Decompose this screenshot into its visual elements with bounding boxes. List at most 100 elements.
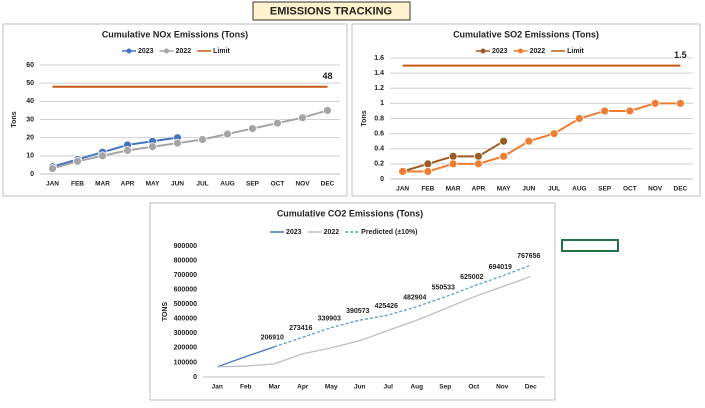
selected-cell[interactable]: [561, 239, 619, 252]
x-tick-label: DEC: [321, 181, 335, 188]
x-tick-label: MAR: [95, 181, 110, 188]
data-label: 339903: [318, 315, 341, 322]
y-tick-label: 0.4: [374, 146, 384, 153]
x-tick-label: JUN: [522, 186, 535, 193]
point: [398, 167, 408, 176]
legend-marker: [164, 48, 170, 54]
point: [499, 136, 509, 146]
point: [273, 118, 282, 128]
series-line: [217, 275, 531, 368]
chart-frame: [2, 23, 348, 197]
x-tick-label: JUL: [196, 181, 208, 188]
legend-label: 2023: [138, 48, 154, 55]
header-title: EMISSIONS TRACKING: [270, 5, 392, 17]
legend-label: 2023: [492, 48, 508, 55]
x-tick-label: SEP: [598, 186, 612, 193]
point: [675, 98, 685, 108]
point: [574, 114, 584, 123]
x-tick-label: Sep: [439, 384, 451, 391]
x-tick-label: JUN: [171, 181, 184, 188]
data-label: 206910: [261, 335, 284, 342]
x-tick-label: OCT: [271, 181, 285, 188]
y-tick-label: 200000: [174, 345, 197, 352]
x-tick-label: Dec: [525, 384, 537, 391]
legend-label: 2022: [324, 229, 340, 236]
x-tick-label: AUG: [572, 186, 586, 193]
chart-title: Cumulative CO2 Emissions (Tons): [277, 208, 423, 218]
x-tick-label: May: [325, 384, 338, 391]
y-axis-label: TONS: [162, 302, 169, 322]
x-tick-label: FEB: [421, 186, 434, 193]
y-tick-label: 0: [193, 374, 197, 381]
point: [650, 98, 660, 108]
x-tick-label: JAN: [46, 181, 59, 188]
x-tick-label: MAR: [446, 186, 461, 193]
legend-marker: [518, 48, 524, 54]
x-tick-label: JAN: [396, 186, 409, 193]
y-tick-label: 0.2: [374, 161, 384, 168]
point: [323, 106, 332, 115]
point: [148, 142, 157, 152]
x-tick-label: SEP: [246, 181, 260, 188]
point: [600, 106, 610, 116]
x-tick-label: Jan: [212, 384, 223, 391]
point: [473, 159, 483, 169]
x-tick-label: MAY: [146, 181, 161, 188]
data-label: 482904: [403, 295, 426, 302]
y-tick-label: 0: [380, 176, 384, 183]
x-tick-label: Jul: [384, 384, 394, 391]
x-tick-label: Mar: [268, 384, 280, 391]
y-tick-label: 10: [26, 153, 34, 160]
point: [173, 138, 182, 148]
y-axis-label: Tons: [361, 110, 368, 126]
y-tick-label: 100000: [174, 359, 197, 366]
series-line: [217, 346, 275, 368]
y-tick-label: 60: [26, 62, 34, 69]
legend-label: 2022: [530, 48, 546, 55]
point: [123, 145, 132, 155]
chart-frame: [351, 23, 701, 197]
point: [248, 124, 257, 133]
x-tick-label: AUG: [220, 181, 234, 188]
x-tick-label: DEC: [674, 186, 688, 193]
x-tick-label: FEB: [71, 181, 84, 188]
y-tick-label: 400000: [174, 316, 197, 323]
y-tick-label: 1.6: [374, 55, 384, 62]
legend-marker: [126, 48, 132, 54]
y-tick-label: 800000: [174, 257, 197, 264]
point: [448, 159, 458, 169]
point: [473, 151, 483, 161]
y-tick-label: 900000: [174, 243, 197, 250]
x-tick-label: NOV: [648, 186, 663, 193]
legend-label: Limit: [567, 48, 584, 55]
point: [48, 164, 57, 173]
y-tick-label: 0.8: [374, 115, 384, 122]
series-line: [274, 264, 531, 348]
data-label: 767656: [517, 253, 540, 260]
legend-label: 2022: [176, 48, 192, 55]
x-tick-label: Nov: [496, 384, 509, 391]
x-tick-label: MAY: [497, 186, 512, 193]
data-label: 694019: [489, 264, 512, 271]
x-tick-label: Feb: [240, 384, 252, 391]
point: [98, 151, 107, 161]
point: [298, 113, 307, 123]
chart-title: Cumulative SO2 Emissions (Tons): [453, 29, 599, 39]
header-cell: [252, 1, 411, 21]
x-tick-label: OCT: [623, 186, 637, 193]
data-label: 625002: [460, 274, 483, 281]
y-tick-label: 700000: [174, 272, 197, 279]
legend-label: Limit: [213, 48, 230, 55]
legend-label: Predicted (±10%): [361, 229, 417, 236]
point: [198, 135, 207, 144]
y-tick-label: 20: [26, 135, 34, 142]
y-axis-label: Tons: [11, 111, 18, 127]
y-tick-label: 600000: [174, 287, 197, 294]
y-tick-label: 500000: [174, 301, 197, 308]
data-label: 550533: [432, 285, 455, 292]
y-tick-label: 30: [26, 116, 34, 123]
x-tick-label: NOV: [295, 181, 310, 188]
x-tick-label: Oct: [468, 384, 480, 391]
chart-title: Cumulative NOx Emissions (Tons): [102, 29, 248, 39]
